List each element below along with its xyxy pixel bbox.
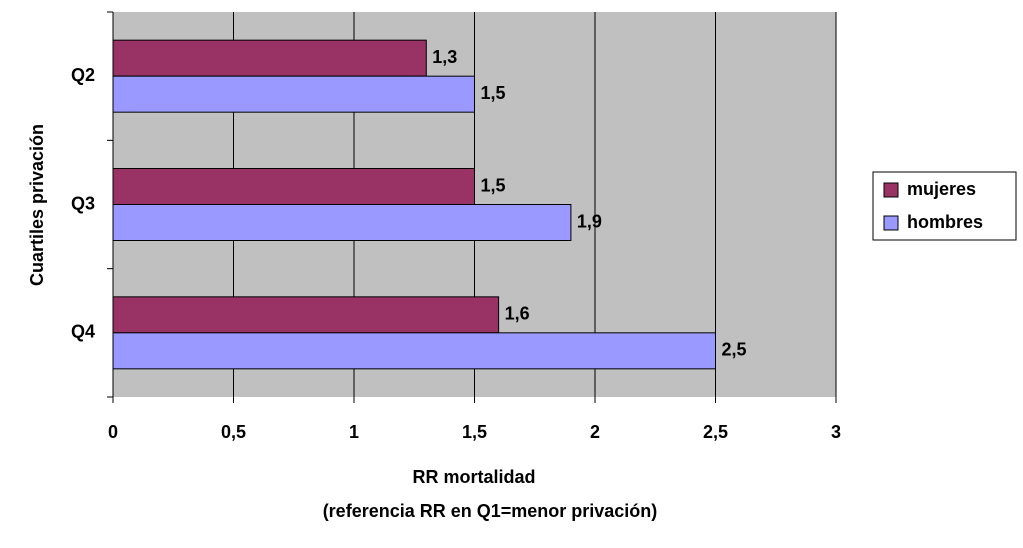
x-tick-label: 1 [349, 422, 359, 442]
value-label: 1,5 [481, 175, 506, 195]
bar [112, 332, 716, 370]
legend-label: mujeres [907, 179, 976, 199]
y-tick-label: Q3 [71, 193, 95, 213]
bar [112, 204, 572, 241]
legend-label: hombres [907, 212, 983, 232]
value-label: 1,5 [481, 83, 506, 103]
x-tick-label: 3 [831, 422, 841, 442]
value-label: 1,6 [505, 304, 530, 324]
bar [112, 39, 427, 77]
x-tick-label: 2,5 [703, 422, 728, 442]
legend-swatch [883, 215, 899, 231]
x-tick-label: 0 [108, 422, 118, 442]
legend-swatch [883, 182, 899, 198]
x-tick-label: 2 [590, 422, 600, 442]
y-axis-title: Cuartiles privación [27, 124, 47, 286]
value-label: 2,5 [722, 340, 747, 360]
y-tick-label: Q2 [71, 65, 95, 85]
x-axis-title: RR mortalidad [412, 467, 535, 487]
x-tick-label: 0,5 [221, 422, 246, 442]
bar [112, 75, 475, 113]
x-tick-label: 1,5 [462, 422, 487, 442]
value-label: 1,3 [432, 47, 457, 67]
bar [112, 168, 475, 205]
x-axis-subtitle: (referencia RR en Q1=menor privación) [323, 501, 658, 521]
value-label: 1,9 [577, 211, 602, 231]
y-tick-label: Q4 [71, 322, 95, 342]
bar [112, 296, 500, 334]
